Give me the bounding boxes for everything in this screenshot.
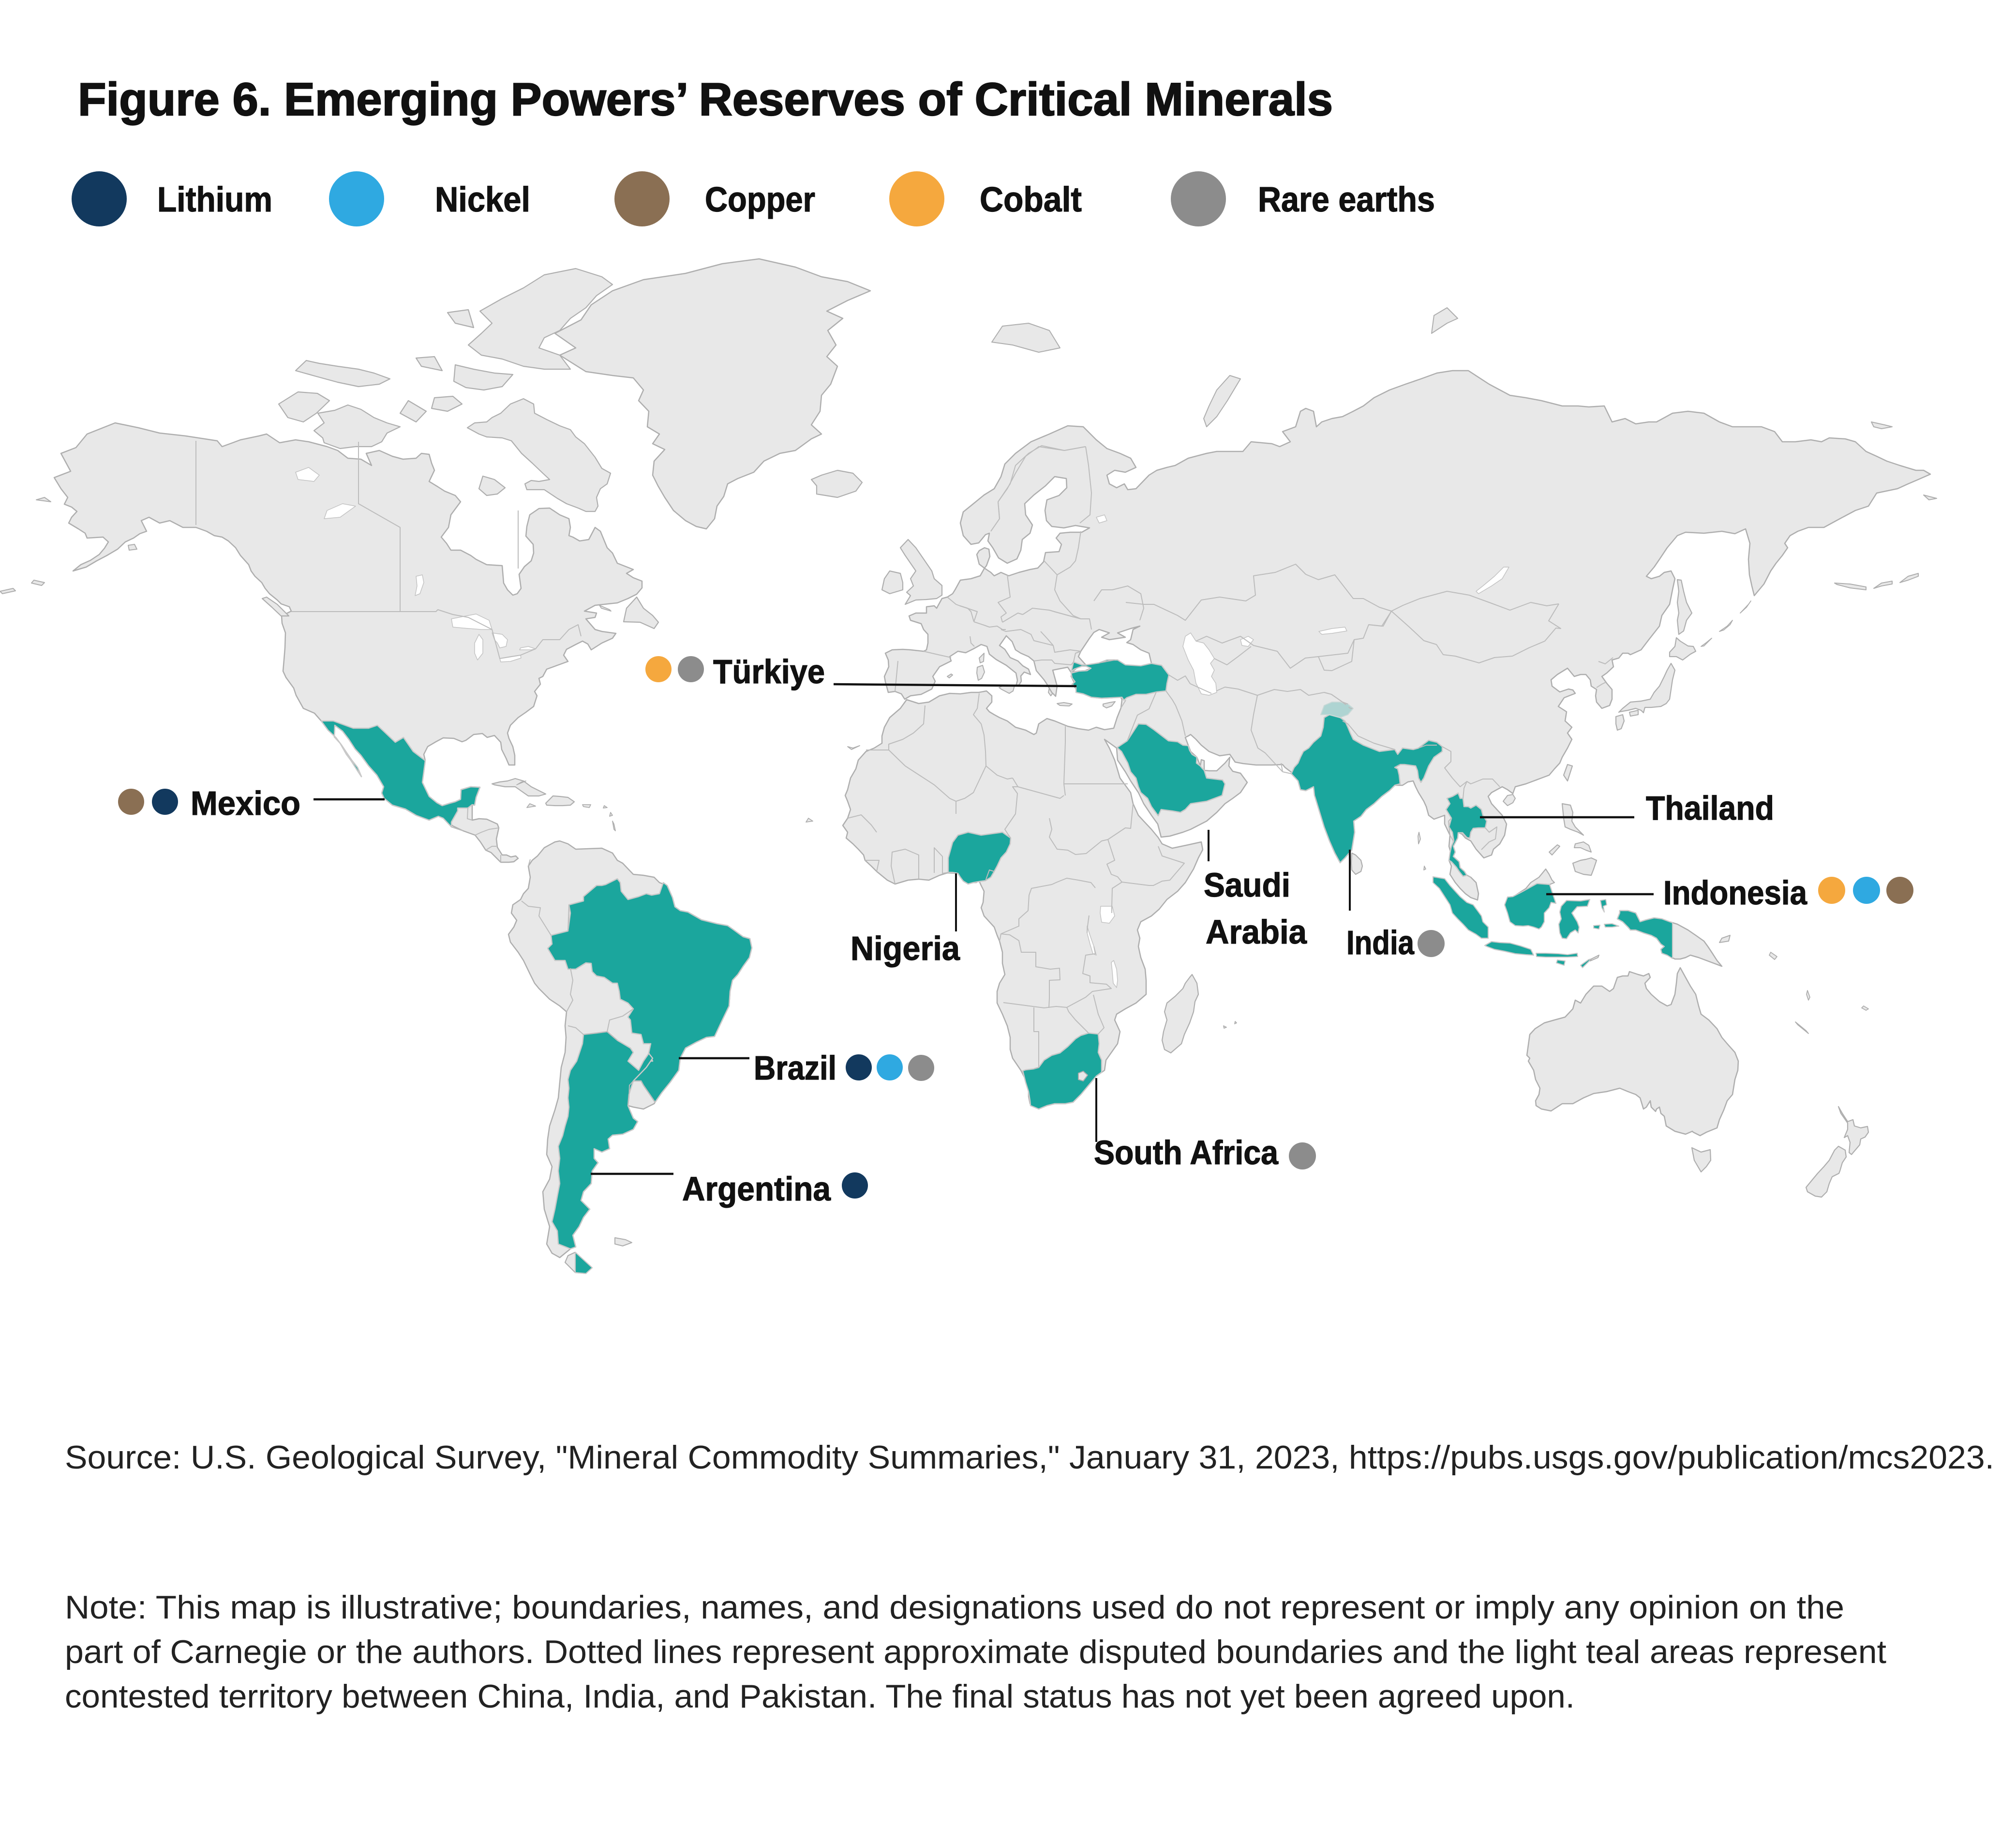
- svg-text:Türkiye: Türkiye: [713, 653, 825, 690]
- svg-text:Saudi: Saudi: [1204, 866, 1290, 904]
- svg-text:Mexico: Mexico: [191, 784, 300, 822]
- svg-text:Source: U.S. Geological Survey: Source: U.S. Geological Survey, "Mineral…: [65, 1439, 1994, 1476]
- svg-text:Indonesia: Indonesia: [1663, 874, 1807, 912]
- svg-text:Argentina: Argentina: [682, 1170, 831, 1208]
- svg-text:Note: This map is illustrative: Note: This map is illustrative; boundari…: [65, 1589, 1844, 1626]
- svg-text:Lithium: Lithium: [157, 180, 272, 219]
- svg-text:Cobalt: Cobalt: [980, 180, 1082, 219]
- svg-text:Copper: Copper: [705, 180, 815, 219]
- svg-text:Figure 6. Emerging Powers’ Res: Figure 6. Emerging Powers’ Reserves of C…: [78, 74, 1333, 125]
- svg-text:South Africa: South Africa: [1094, 1134, 1279, 1171]
- svg-text:part of Carnegie or the author: part of Carnegie or the authors. Dotted …: [65, 1634, 1886, 1670]
- svg-text:India: India: [1346, 924, 1415, 961]
- svg-text:contested territory between Ch: contested territory between China, India…: [65, 1678, 1575, 1715]
- svg-text:Nigeria: Nigeria: [851, 929, 960, 967]
- svg-text:Rare earths: Rare earths: [1258, 180, 1435, 219]
- svg-text:Thailand: Thailand: [1646, 789, 1774, 827]
- svg-text:Brazil: Brazil: [754, 1049, 836, 1087]
- svg-text:Nickel: Nickel: [435, 180, 530, 219]
- svg-text:Arabia: Arabia: [1206, 913, 1307, 951]
